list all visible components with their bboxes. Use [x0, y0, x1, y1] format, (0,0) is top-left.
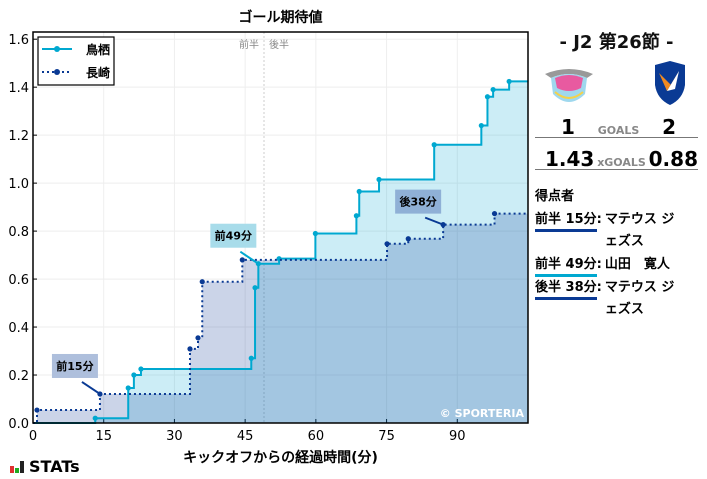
watermark: © SPORTERIA [440, 407, 525, 420]
data-point [248, 355, 254, 361]
y-tick-label: 0.8 [8, 225, 29, 240]
data-point [431, 142, 437, 148]
data-point [376, 176, 382, 183]
legend-label: 鳥栖 [86, 42, 110, 57]
data-point [252, 285, 258, 291]
scorer-name: 山田 寛人 [604, 256, 670, 272]
colon: : [596, 256, 602, 272]
x-tick-label: 75 [378, 429, 395, 444]
legend-marker [54, 69, 60, 75]
x-tick-label: 45 [237, 429, 254, 444]
legend [37, 36, 115, 86]
y-tick-label: 1.4 [8, 81, 29, 96]
plot-frame [32, 31, 529, 424]
x-tick-label: 60 [308, 429, 325, 444]
series-area-1 [33, 213, 528, 423]
away-xg: 0.88 [648, 147, 698, 171]
stats-logo: STATs [10, 457, 80, 476]
second-half-label: 後半 [269, 38, 289, 51]
x-tick-label: 90 [449, 429, 466, 444]
data-point [187, 346, 193, 352]
home-goals: 1 [561, 115, 575, 139]
scorer-item: 前半 15分: マテウス ジェズス [535, 209, 675, 254]
legend-label: 長崎 [86, 65, 110, 80]
data-point [506, 78, 512, 85]
goal-time: 前半 49分 [535, 256, 597, 277]
annotation-label: 前15分 [56, 359, 93, 373]
y-tick-label: 0.6 [8, 273, 29, 288]
x-tick-label: 30 [166, 429, 183, 444]
first-half-label: 前半 [239, 38, 259, 51]
annotation-pointer [424, 216, 444, 226]
y-tick-label: 1.0 [8, 177, 29, 192]
x-axis-label: キックオフからの経過時間(分) [183, 449, 378, 466]
brand-name: STATs [29, 457, 80, 476]
y-tick-label: 1.6 [8, 33, 29, 48]
legend-marker [54, 46, 60, 52]
goals-row: 1 GOALS 2 [535, 115, 698, 139]
data-point [353, 213, 359, 219]
annotation-box [210, 223, 257, 248]
data-point [384, 241, 390, 247]
annotation-label: 前49分 [215, 229, 252, 243]
x-tick-label: 0 [29, 429, 37, 444]
annotation-box [51, 353, 98, 378]
away-goals: 2 [662, 115, 676, 139]
data-point [125, 385, 131, 391]
data-point [491, 210, 498, 217]
data-point [239, 257, 245, 263]
y-tick-label: 0.2 [8, 369, 29, 384]
annotation-label: 後38分 [399, 195, 436, 209]
goals-label: GOALS [597, 124, 640, 137]
scorer-name: マテウス ジェズス [604, 279, 675, 318]
scorers-list: 得点者 前半 15分: マテウス ジェズス 前半 49分: 山田 寛人 後半 38分: マ… [535, 186, 675, 322]
data-point [34, 407, 40, 413]
sagan-tosu-logo [545, 69, 593, 102]
annotation-pointer [81, 381, 101, 395]
chart-title: ゴール期待値 [239, 9, 323, 26]
data-point [356, 188, 362, 195]
data-point [312, 230, 318, 237]
home-xg: 1.43 [545, 147, 595, 171]
scorers-heading: 得点者 [535, 189, 575, 204]
data-point [478, 122, 484, 129]
data-point [484, 94, 491, 100]
v-varen-nagasaki-logo [655, 61, 685, 105]
data-point [405, 236, 411, 242]
scorer-item: 後半 38分: マテウス ジェズス [535, 277, 675, 322]
data-point [199, 279, 205, 285]
y-tick-label: 0.0 [8, 417, 29, 432]
xgoals-label: xGOALS [597, 156, 646, 169]
x-tick-label: 15 [95, 429, 112, 444]
data-point [490, 86, 496, 93]
match-title: - J2 第26節 - [559, 32, 674, 53]
bar-chart-icon [10, 461, 24, 473]
scorer-item: 前半 49分: 山田 寛人 [535, 254, 675, 277]
goal-time: 前半 15分 [535, 211, 597, 232]
goal-time: 後半 38分 [535, 279, 597, 300]
scorer-name: マテウス ジェズス [604, 211, 675, 250]
data-point [138, 366, 144, 372]
data-point [195, 335, 201, 341]
y-tick-label: 1.2 [8, 129, 29, 144]
data-point [131, 372, 137, 378]
series-area-0 [33, 81, 528, 423]
annotation-pointer [239, 250, 259, 265]
y-tick-label: 0.4 [8, 321, 29, 336]
data-point [92, 415, 98, 421]
colon: : [596, 279, 602, 295]
xgoals-row: 1.43 xGOALS 0.88 [535, 147, 698, 171]
series-line-1 [33, 212, 528, 424]
colon: : [596, 211, 602, 227]
annotation-box [395, 189, 442, 214]
xg-chart: ゴール期待値 0 15 30 45 60 75 90 0.0 0.2 0.4 0.6 0.8 1.0 1.2… [8, 9, 529, 466]
